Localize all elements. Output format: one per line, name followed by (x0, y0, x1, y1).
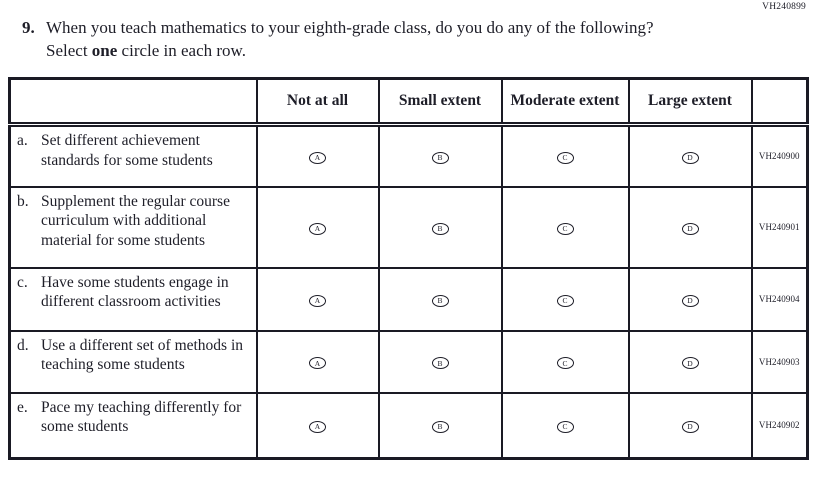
option-cell-large-extent: D (627, 266, 753, 332)
question-text: When you teach mathematics to your eight… (46, 16, 666, 63)
row-letter: e. (17, 398, 28, 416)
question-text-part1: When you teach mathematics to your eight… (46, 18, 654, 61)
row-text: Set different achievement standards for … (41, 132, 213, 169)
option-cell-large-extent: D (627, 123, 753, 188)
option-cell-small-extent: B (377, 185, 503, 269)
page-accession-code: VH240899 (762, 2, 806, 12)
option-cell-small-extent: B (377, 123, 503, 188)
option-circle-d[interactable]: D (681, 152, 699, 164)
question-text-part2: circle in each row. (117, 41, 246, 61)
option-cell-moderate-extent: C (500, 391, 630, 460)
option-circle-c[interactable]: C (556, 152, 574, 164)
question-number: 9. (22, 18, 35, 37)
table-row-c: c. Have some students engage in differen… (8, 266, 809, 332)
row-code: VH240900 (750, 123, 809, 188)
option-circle-a[interactable]: A (309, 152, 326, 164)
option-cell-not-at-all: A (255, 391, 380, 460)
header-not-at-all: Not at all (255, 77, 380, 127)
option-circle-a[interactable]: A (309, 294, 326, 307)
option-cell-small-extent: B (377, 266, 503, 332)
header-small-extent: Small extent (377, 77, 503, 127)
row-code: VH240904 (750, 266, 809, 332)
option-cell-not-at-all: A (255, 123, 380, 188)
option-circle-a[interactable]: A (309, 421, 326, 433)
option-circle-d[interactable]: D (681, 421, 699, 433)
row-stem: d. Use a different set of methods in tea… (8, 329, 258, 394)
row-stem: e. Pace my teaching differently for some… (8, 391, 258, 460)
table-row-e: e. Pace my teaching differently for some… (8, 391, 809, 460)
option-circle-c[interactable]: C (556, 222, 574, 235)
row-stem: a. Set different achievement standards f… (8, 123, 258, 188)
table-row-b: b. Supplement the regular course curricu… (8, 185, 809, 269)
option-circle-a[interactable]: A (309, 222, 326, 235)
row-stem: c. Have some students engage in differen… (8, 266, 258, 332)
option-circle-d[interactable]: D (681, 222, 699, 235)
option-circle-b[interactable]: B (431, 421, 449, 433)
option-cell-large-extent: D (627, 391, 753, 460)
option-cell-moderate-extent: C (500, 329, 630, 394)
row-stem: b. Supplement the regular course curricu… (8, 185, 258, 269)
option-circle-b[interactable]: B (431, 152, 449, 164)
header-code (750, 77, 809, 127)
option-circle-c[interactable]: C (556, 357, 574, 370)
option-cell-small-extent: B (377, 329, 503, 394)
answer-grid-table: Not at all Small extent Moderate extent … (8, 77, 809, 460)
option-circle-b[interactable]: B (431, 222, 449, 235)
header-large-extent: Large extent (627, 77, 753, 127)
row-code: VH240901 (750, 185, 809, 269)
row-letter: d. (17, 336, 29, 354)
table-header-row: Not at all Small extent Moderate extent … (8, 77, 809, 127)
option-cell-moderate-extent: C (500, 266, 630, 332)
header-moderate-extent: Moderate extent (500, 77, 630, 127)
option-cell-moderate-extent: C (500, 123, 630, 188)
option-circle-d[interactable]: D (681, 357, 699, 370)
table-row-d: d. Use a different set of methods in tea… (8, 329, 809, 394)
option-circle-c[interactable]: C (556, 421, 574, 433)
option-cell-large-extent: D (627, 329, 753, 394)
option-cell-large-extent: D (627, 185, 753, 269)
option-circle-c[interactable]: C (556, 294, 574, 307)
row-code: VH240903 (750, 329, 809, 394)
option-circle-d[interactable]: D (681, 294, 699, 307)
option-cell-moderate-extent: C (500, 185, 630, 269)
option-cell-not-at-all: A (255, 185, 380, 269)
table-row-a: a. Set different achievement standards f… (8, 123, 809, 188)
option-cell-not-at-all: A (255, 266, 380, 332)
row-text: Pace my teaching differently for some st… (41, 398, 242, 436)
row-text: Have some students engage in different c… (41, 273, 229, 311)
header-stem (8, 77, 258, 127)
row-text: Use a different set of methods in teachi… (41, 336, 244, 374)
option-cell-not-at-all: A (255, 329, 380, 394)
row-text: Supplement the regular course curriculum… (41, 192, 230, 250)
row-code: VH240902 (750, 391, 809, 460)
question-bold-word: one (91, 41, 118, 61)
row-letter: b. (17, 192, 29, 210)
row-letter: a. (17, 132, 28, 149)
option-circle-b[interactable]: B (431, 294, 449, 307)
option-circle-a[interactable]: A (309, 357, 326, 370)
option-circle-b[interactable]: B (431, 357, 449, 370)
option-cell-small-extent: B (377, 391, 503, 460)
question-block: 9. When you teach mathematics to your ei… (22, 16, 666, 63)
row-letter: c. (17, 273, 28, 291)
